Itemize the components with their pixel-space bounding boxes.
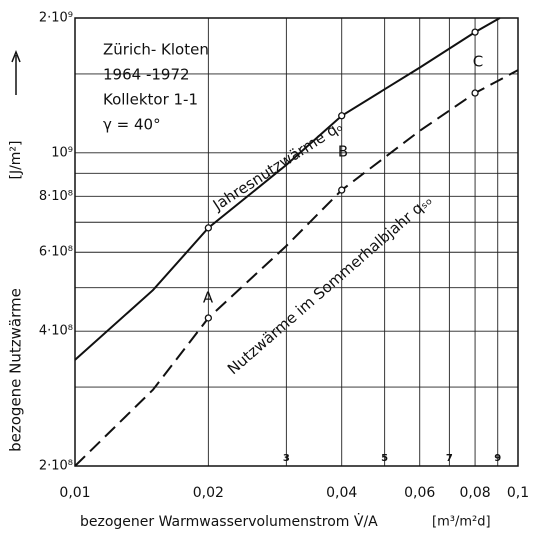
x-tick-label: 0,1	[507, 485, 529, 501]
y-tick-label: 6·10⁸	[39, 245, 73, 260]
x-axis-unit: [m³/m²d]	[432, 515, 491, 530]
x-axis-label: bezogener Warmwasservolumenstrom V̇/A	[80, 513, 378, 530]
data-point	[471, 89, 479, 97]
y-tick-label: 8·10⁸	[39, 189, 73, 204]
y-tick-label: 2·10⁸	[39, 459, 73, 474]
x-tick-label: 0,04	[326, 485, 357, 501]
series-line	[74, 69, 519, 467]
x-tick-label: 0,01	[59, 485, 90, 501]
data-point	[338, 186, 346, 194]
series-label: Nutzwärme im Sommerhalbjahr qₛₒ	[224, 191, 435, 378]
data-point	[204, 224, 213, 232]
data-point	[204, 314, 213, 322]
plot-frame	[74, 17, 519, 467]
y-tick-label: 10⁹	[51, 145, 73, 160]
y-axis-arrowhead	[11, 49, 21, 63]
data-point	[338, 112, 346, 120]
point-label: A	[203, 289, 214, 307]
y-tick-label: 4·10⁸	[39, 324, 73, 339]
annotation: Zürich- Kloten	[103, 41, 209, 59]
y-axis-unit: [J/m²]	[8, 140, 24, 179]
series-label: Jahresnutzwärme qₒ	[209, 117, 346, 215]
data-point	[471, 28, 479, 36]
y-tick-label: 2·10⁹	[39, 11, 73, 26]
x-tick-label: 3	[283, 453, 290, 464]
x-tick-label: 0,08	[459, 485, 490, 501]
x-tick-label: 0,06	[404, 485, 435, 501]
point-label: C	[473, 53, 483, 71]
series-line	[74, 17, 501, 361]
y-axis-label: bezogene Nutzwärme	[7, 288, 25, 452]
annotation: 1964 -1972	[103, 66, 190, 84]
annotation: γ = 40°	[103, 116, 161, 134]
x-tick-label: 5	[381, 453, 388, 464]
x-tick-label: 7	[446, 453, 453, 464]
point-label: B	[338, 143, 348, 161]
x-tick-label: 0,02	[193, 485, 224, 501]
x-tick-label: 9	[494, 453, 501, 464]
annotation: Kollektor 1-1	[103, 91, 198, 109]
